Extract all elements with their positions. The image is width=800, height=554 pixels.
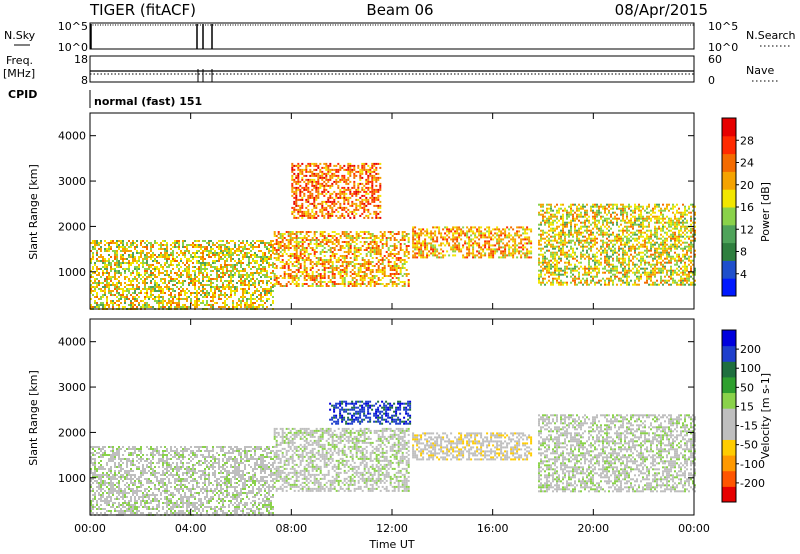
power-region-evening [538,203,696,286]
colorbar-swatch [722,278,736,297]
colorbar-swatch [722,260,736,279]
x-tick-label: 12:00 [376,522,408,535]
freq-right-tick-low: 0 [708,74,715,87]
noise-panel-frame [89,22,695,50]
noise-spikes [90,24,213,49]
colorbar-tick-label: 20 [740,179,754,192]
power-region-midday [412,226,533,259]
colorbar-tick-label: -15 [740,420,758,433]
x-axis-label: Time UT [368,538,414,551]
colorbar-tick-label: 4 [740,268,747,281]
mhz-label: [MHz] [3,67,35,80]
colorbar-swatch [722,135,736,155]
colorbar-tick-label: 100 [740,362,761,375]
colorbar-tick-label: -200 [740,477,765,490]
power-y-ticks: 1000 2000 3000 4000 [58,130,694,279]
power-heatmap [90,162,696,310]
colorbar-swatch [722,470,736,487]
x-tick-label: 00:00 [74,522,106,535]
colorbar-swatch [722,423,736,440]
y-tick-label: 3000 [58,175,86,188]
colorbar-swatch [722,330,736,347]
colorbar-swatch [722,207,736,226]
colorbar-tick-label: 200 [740,343,761,356]
x-tick-label: 04:00 [175,522,207,535]
nsky-label: N.Sky [4,29,36,42]
colorbar-tick-label: 8 [740,246,747,259]
colorbar-swatch [722,189,736,208]
freq-left-tick-high: 18 [74,53,88,66]
colorbar-swatch [722,118,736,137]
power-region-sloped-band [273,231,410,287]
velocity-y-axis-label: Slant Range [km] [27,370,40,466]
noise-right-tick-high: 10^5 [708,20,738,33]
power-region-upper-streak [291,162,382,219]
cpid-value: normal (fast) 151 [94,95,202,108]
vel-region-upper-streak [329,400,412,425]
noise-right-tick-low: 10^0 [708,41,738,54]
y-tick-label: 3000 [58,381,86,394]
vel-region-near-range [90,446,274,516]
colorbar-swatch [722,153,736,172]
y-tick-label: 2000 [58,220,86,233]
y-tick-label: 4000 [58,130,86,143]
noise-left-tick-high: 10^5 [58,20,88,33]
vel-region-sloped-band [273,427,410,492]
freq-panel-frame [89,55,695,83]
colorbar-tick-label: 24 [740,157,754,170]
power-y-axis-label: Slant Range [km] [27,164,40,260]
colorbar-frame [721,329,737,503]
colorbar-swatch [722,392,736,409]
x-tick-label: 16:00 [477,522,509,535]
velocity-heatmap [90,400,696,516]
colorbar-swatch [722,361,736,378]
date-label: 08/Apr/2015 [615,1,708,19]
colorbar-swatch [722,486,736,503]
colorbar-tick-label: -50 [740,439,758,452]
beam-label: Beam 06 [366,1,433,19]
cpid-label: CPID [8,88,37,101]
freq-right-tick-high: 60 [708,53,722,66]
freq-label: Freq. [6,54,33,67]
colorbar-swatch [722,376,736,394]
x-tick-label: 08:00 [275,522,307,535]
colorbar-swatch [722,171,736,190]
colorbar-tick-label: 28 [740,134,754,147]
velocity-y-ticks: 1000 2000 3000 4000 [58,336,694,485]
y-tick-label: 4000 [58,336,86,349]
y-tick-label: 1000 [58,266,86,279]
colorbar-swatch [722,439,736,456]
y-tick-label: 2000 [58,426,86,439]
velocity-colorbar-label: Velocity [m s-1] [759,373,772,459]
colorbar-tick-label: 16 [740,201,754,214]
y-tick-label: 1000 [58,472,86,485]
colorbar-swatch [722,455,736,472]
colorbar-swatch [722,345,736,362]
power-colorbar-label: Power [dB] [759,182,772,242]
power-colorbar: 4 8 12 16 20 24 28 [721,117,754,297]
nsearch-label: N.Search [746,29,796,42]
freq-left-tick-low: 8 [81,74,88,87]
vel-region-midday [412,432,533,461]
x-axis-ticks: 00:00 04:00 08:00 12:00 16:00 20:00 00:00 [74,113,710,535]
nave-label: Nave [746,64,774,77]
radar-title: TIGER (fitACF) [89,1,196,19]
colorbar-tick-label: 50 [740,381,754,394]
colorbar-tick-label: 12 [740,223,754,236]
vel-region-evening [538,414,696,493]
colorbar-swatch [722,242,736,261]
velocity-colorbar: -200 -100 -50 -15 15 50 100 200 [721,329,765,503]
colorbar-tick-label: -100 [740,458,765,471]
colorbar-swatch [722,408,736,425]
colorbar-swatch [722,224,736,244]
power-region-near-range [90,240,274,310]
noise-left-tick-low: 10^0 [58,41,88,54]
x-tick-label: 00:00 [678,522,710,535]
colorbar-tick-label: 15 [740,400,754,413]
x-tick-label: 20:00 [577,522,609,535]
